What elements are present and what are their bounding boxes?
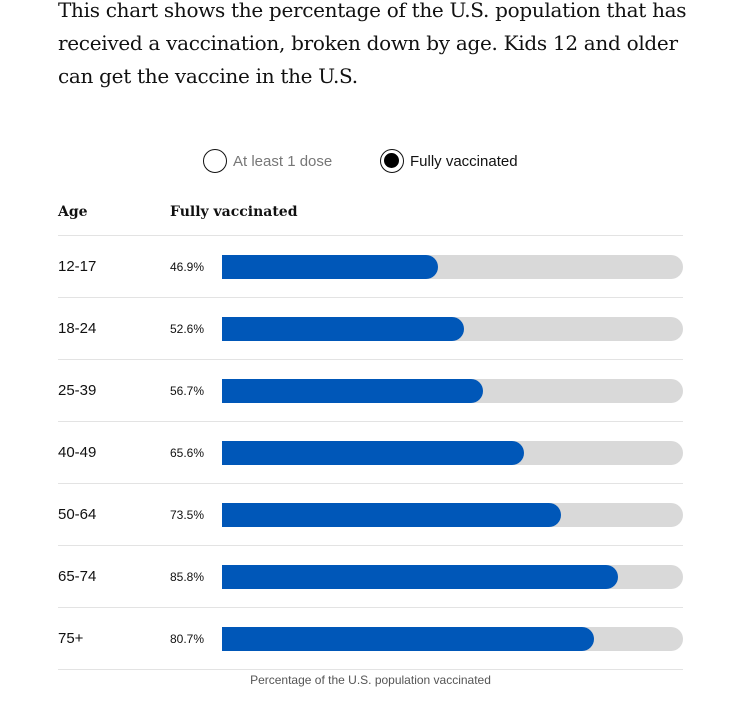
bar-row: 18-24 52.6%: [58, 297, 683, 360]
bar-track: [222, 317, 683, 341]
radio-at-least-1-dose[interactable]: At least 1 dose: [203, 149, 332, 173]
bar-row: 25-39 56.7%: [58, 359, 683, 422]
column-header-age: Age: [58, 204, 88, 220]
category-label: 65-74: [58, 568, 97, 585]
value-label: 85.8%: [170, 570, 205, 584]
category-label: 75+: [58, 630, 84, 647]
value-label: 65.6%: [170, 446, 205, 460]
bar: [222, 379, 484, 403]
bar: [222, 441, 525, 465]
category-label: 18-24: [58, 320, 97, 337]
chart-description: This chart shows the percentage of the U…: [58, 0, 687, 88]
bar-row: 75+ 80.7%: [58, 607, 683, 670]
bar: [222, 255, 439, 279]
value-label: 80.7%: [170, 632, 205, 646]
radio-label: Fully vaccinated: [410, 152, 518, 170]
category-label: 40-49: [58, 444, 97, 461]
bar: [222, 565, 618, 589]
x-axis-label: Percentage of the U.S. population vaccin…: [250, 673, 491, 687]
radio-fully-vaccinated[interactable]: Fully vaccinated: [380, 149, 518, 173]
bar: [222, 627, 595, 651]
value-label: 56.7%: [170, 384, 205, 398]
divider: [58, 669, 683, 670]
bar: [222, 503, 561, 527]
bar-row: 40-49 65.6%: [58, 421, 683, 484]
bar-track: [222, 565, 683, 589]
category-label: 50-64: [58, 506, 97, 523]
bar-row: 12-17 46.9%: [58, 235, 683, 298]
radio-label: At least 1 dose: [233, 152, 333, 170]
radio-unselected-icon: [203, 149, 227, 173]
radio-selected-icon: [380, 149, 404, 173]
category-label: 25-39: [58, 382, 97, 399]
value-label: 46.9%: [170, 260, 205, 274]
bar-row: 65-74 85.8%: [58, 545, 683, 608]
bar-track: [222, 379, 683, 403]
category-label: 12-17: [58, 258, 97, 275]
value-label: 52.6%: [170, 322, 205, 336]
bar: [222, 317, 465, 341]
bar-track: [222, 627, 683, 651]
column-header-value: Fully vaccinated: [170, 204, 298, 220]
value-label: 73.5%: [170, 508, 205, 522]
bar-track: [222, 255, 683, 279]
bar-track: [222, 441, 683, 465]
bar-track: [222, 503, 683, 527]
bar-row: 50-64 73.5%: [58, 483, 683, 546]
